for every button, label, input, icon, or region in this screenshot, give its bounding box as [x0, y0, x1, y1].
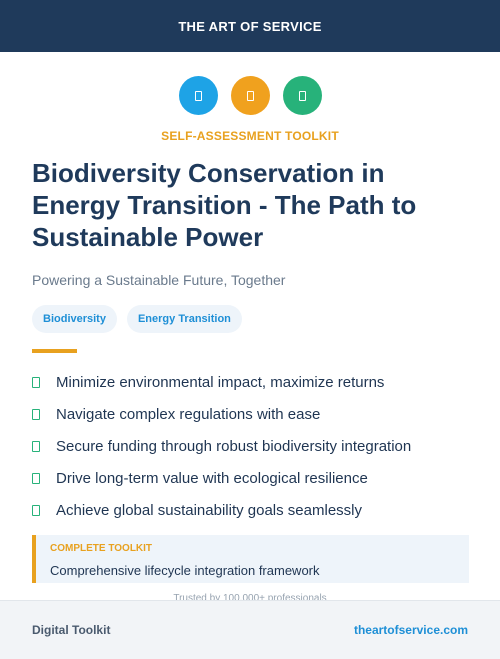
check-icon — [32, 376, 40, 388]
list-item: Secure funding through robust biodiversi… — [32, 430, 472, 462]
tag-energy-transition: Energy Transition — [126, 305, 242, 333]
tag-biodiversity: Biodiversity — [32, 305, 117, 333]
subtitle: Powering a Sustainable Future, Together — [32, 272, 286, 288]
list-item-text: Drive long-term value with ecological re… — [56, 469, 368, 487]
callout-text: Comprehensive lifecycle integration fram… — [50, 563, 320, 578]
page-title: Biodiversity Conservation in Energy Tran… — [32, 158, 417, 252]
top-banner: THE ART OF SERVICE — [0, 0, 500, 52]
document-icon — [282, 76, 322, 115]
website-link[interactable]: theartofservice.com — [353, 623, 468, 637]
toolkit-callout: COMPLETE TOOLKIT Comprehensive lifecycle… — [32, 535, 469, 583]
check-icon — [32, 504, 40, 516]
icon-row — [0, 76, 500, 115]
list-item: Drive long-term value with ecological re… — [32, 462, 472, 494]
document-icon — [178, 76, 218, 115]
check-icon — [32, 408, 40, 420]
list-item-text: Minimize environmental impact, maximize … — [56, 373, 385, 391]
list-item: Minimize environmental impact, maximize … — [32, 366, 472, 398]
footer: Digital Toolkit theartofservice.com — [0, 600, 500, 659]
trust-statement: Trusted by 100,000+ professionals — [173, 593, 327, 600]
check-icon — [32, 440, 40, 452]
kicker-label: SELF-ASSESSMENT TOOLKIT — [161, 129, 339, 143]
brand-name: THE ART OF SERVICE — [178, 18, 322, 34]
document-icon — [230, 76, 270, 115]
list-item: Achieve global sustainability goals seam… — [32, 494, 472, 526]
list-item-text: Achieve global sustainability goals seam… — [56, 501, 362, 519]
tag-list: Biodiversity Energy Transition — [32, 305, 242, 333]
callout-label: COMPLETE TOOLKIT — [50, 543, 153, 554]
list-item: Navigate complex regulations with ease — [32, 398, 472, 430]
check-icon — [32, 472, 40, 484]
benefit-list: Minimize environmental impact, maximize … — [32, 366, 472, 526]
list-item-text: Navigate complex regulations with ease — [56, 405, 321, 423]
footer-label: Digital Toolkit — [32, 623, 111, 637]
list-item-text: Secure funding through robust biodiversi… — [56, 437, 412, 455]
accent-divider — [32, 349, 77, 353]
